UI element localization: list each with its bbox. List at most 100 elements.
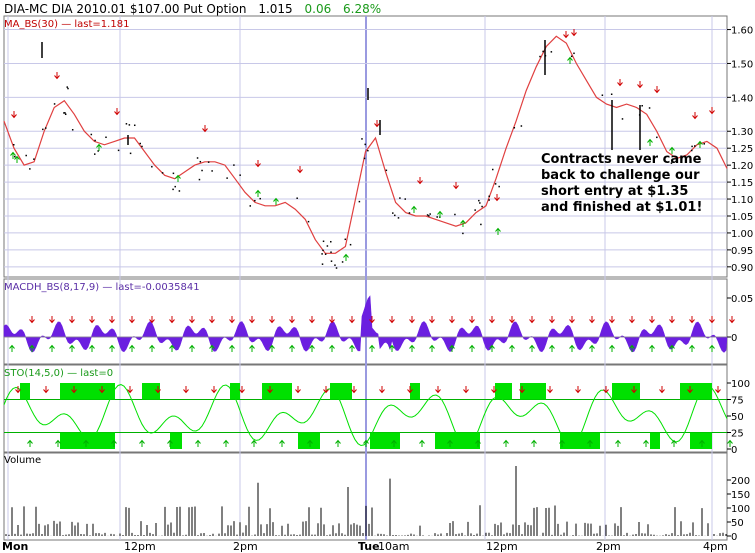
price-tick-mark [703, 143, 706, 145]
sto-buy-arrow [391, 439, 397, 447]
sto-buy-arrow [643, 439, 649, 447]
macd-sell-arrow [89, 316, 95, 324]
macd-buy-arrow [29, 344, 35, 352]
volume-axis-label: 50 [731, 518, 744, 529]
macd-buy-arrow [709, 344, 715, 352]
sto-oversold-block [370, 432, 400, 449]
macd-buy-arrow [229, 344, 235, 352]
price-tick-mark [44, 127, 47, 129]
price-tick-mark [161, 172, 164, 174]
price-tick-mark [233, 164, 235, 166]
macd-sell-arrow [649, 316, 655, 324]
volume-axis-label: 100 [731, 504, 750, 515]
sell-arrow [11, 111, 17, 119]
sto-sell-arrow [519, 386, 525, 394]
price-tick-mark [249, 205, 252, 207]
sto-buy-arrow [139, 439, 145, 447]
sto-sell-arrow [127, 386, 133, 394]
price-tick-mark [25, 154, 27, 157]
macd-sell-arrow [489, 316, 495, 324]
macd-sell-arrow [289, 316, 295, 324]
sto-overbought-block [230, 383, 240, 400]
price-tick-mark [93, 153, 96, 155]
volume-panel-label: Volume [4, 455, 42, 466]
price-tick-mark [53, 103, 56, 105]
sell-arrow [114, 108, 120, 116]
price-tick-mark [174, 185, 176, 188]
volume-axis-label: 200 [731, 476, 750, 487]
price-tick-mark [570, 55, 573, 58]
sto-axis-label: 0 [731, 445, 737, 456]
sto-buy-arrow [251, 439, 257, 447]
sto-buy-arrow [699, 439, 705, 447]
macd-sell-arrow [689, 316, 695, 324]
buy-arrow [669, 146, 675, 154]
macd-buy-arrow [509, 344, 515, 352]
macd-buy-arrow [609, 344, 615, 352]
trade-annotation: Contracts never came back to challenge o… [541, 152, 703, 215]
sto-sell-arrow [547, 386, 553, 394]
macd-sell-arrow [449, 316, 455, 324]
price-tick-mark [226, 177, 228, 179]
price-tick-mark [196, 157, 199, 159]
sto-buy-arrow [335, 439, 341, 447]
sto-buy-arrow [363, 439, 369, 447]
sto-sell-arrow [99, 386, 105, 394]
price-tick-mark [363, 157, 366, 160]
macd-sell-arrow [709, 316, 715, 324]
price-tick-mark [436, 216, 438, 218]
macd-buy-arrow [429, 344, 435, 352]
sell-arrow [54, 72, 60, 80]
price-axis-label: 1.40 [731, 93, 753, 104]
price-tick-mark [133, 124, 136, 127]
buy-arrow [697, 140, 703, 148]
sell-arrow [453, 182, 459, 190]
price-tick-mark [321, 263, 324, 265]
sto-overbought-block [410, 383, 420, 400]
macd-sell-arrow [229, 316, 235, 324]
price-tick-mark [488, 199, 490, 201]
price-axis-label: 1.25 [731, 144, 753, 155]
price-tick-mark [117, 149, 120, 152]
macd-sell-arrow [149, 316, 155, 324]
macd-sell-arrow [509, 316, 515, 324]
price-tick-mark [199, 160, 202, 163]
sell-arrow [563, 31, 569, 39]
sto-sell-arrow [631, 386, 637, 394]
sto-overbought-block [330, 383, 352, 400]
macd-buy-arrow [529, 344, 535, 352]
price-tick-mark [494, 183, 497, 185]
price-tick-mark [397, 217, 400, 219]
sto-buy-arrow [223, 439, 229, 447]
sto-oversold-block [170, 432, 182, 449]
macd-buy-arrow [349, 344, 355, 352]
sell-arrow [297, 166, 303, 174]
price-tick-mark [344, 238, 347, 241]
macd-sell-arrow [729, 316, 735, 324]
macd-axis-label: 0 [731, 333, 737, 344]
sto-sell-arrow [183, 386, 189, 394]
price-tick-mark [679, 172, 681, 174]
price-tick-mark [330, 240, 332, 243]
macd-buy-arrow [49, 344, 55, 352]
x-tick-label: 2pm [233, 540, 258, 553]
price-tick-mark [694, 145, 696, 147]
sto-sell-arrow [463, 386, 469, 394]
price-tick-mark [129, 152, 132, 155]
ma-panel-label: MA_BS(30) — last=1.181 [4, 19, 130, 30]
macd-sell-arrow [389, 316, 395, 324]
price-tick-mark [691, 145, 693, 148]
sto-sell-arrow [211, 386, 217, 394]
price-tick-mark [13, 143, 15, 146]
sto-axis-label: 75 [731, 396, 744, 407]
buy-arrow [411, 205, 417, 213]
sto-panel-label: STO(14,5,0) — last=0 [4, 368, 114, 379]
macd-sell-arrow [409, 316, 415, 324]
price-tick-mark [307, 220, 310, 223]
price-tick-mark [322, 249, 324, 252]
last-price: 1.015 [258, 2, 293, 16]
sto-sell-arrow [687, 386, 693, 394]
buy-arrow [96, 143, 102, 151]
sto-sell-arrow [267, 386, 273, 394]
